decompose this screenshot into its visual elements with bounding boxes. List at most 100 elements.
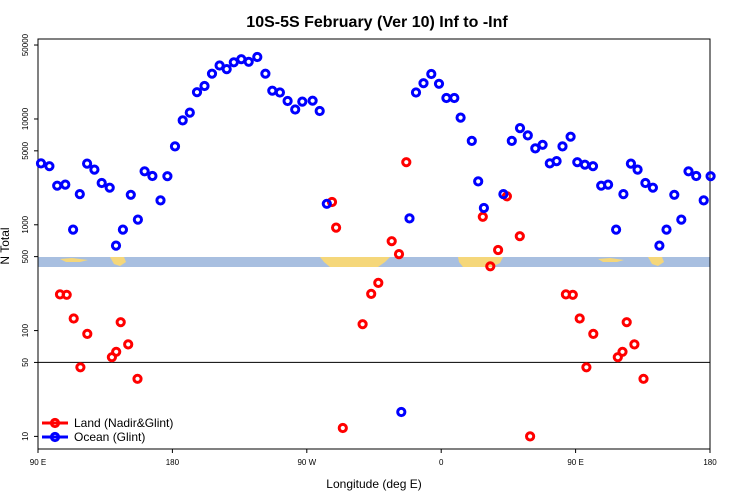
legend-land-label: Land (Nadir&Glint) [74, 416, 173, 430]
legend-land-swatch-marker [49, 417, 61, 429]
land-point [373, 277, 384, 288]
land-point [525, 431, 536, 442]
ocean-point [455, 112, 466, 123]
ocean-point [96, 177, 107, 189]
ocean-point [147, 170, 158, 182]
ocean-point [473, 176, 484, 187]
ocean-point [603, 179, 614, 190]
ocean-point [611, 224, 622, 235]
ocean-point [647, 182, 659, 193]
map-land-australia-east [648, 257, 664, 266]
ocean-point [466, 135, 477, 146]
land-point [514, 231, 525, 242]
map-land-indonesia-west [60, 258, 88, 262]
ocean-point [530, 143, 541, 154]
land-point [581, 362, 592, 373]
ocean-point [418, 78, 429, 89]
ocean-point [199, 80, 210, 92]
ocean-point [321, 198, 332, 209]
ocean-point [267, 85, 278, 96]
ocean-point [506, 135, 517, 146]
ocean-point [177, 115, 188, 126]
ocean-point [260, 68, 271, 79]
ocean-point [162, 171, 173, 182]
x-axis-label: Longitude (deg E) [326, 477, 421, 491]
ocean-point [551, 156, 562, 167]
land-point [574, 313, 585, 324]
ocean-point [252, 51, 263, 63]
land-point [357, 319, 368, 330]
ocean-point [110, 240, 122, 251]
ocean-point [557, 141, 568, 152]
ocean-point [410, 87, 422, 98]
land-point [629, 339, 640, 350]
ocean-point [404, 213, 415, 224]
ocean-point [82, 158, 93, 169]
world-map-strip [38, 257, 710, 267]
legend-ocean-label: Ocean (Glint) [74, 430, 145, 444]
land-point [485, 261, 496, 272]
ocean-point [52, 180, 63, 191]
ocean-point [314, 105, 325, 117]
ocean-point [396, 406, 407, 418]
land-point [588, 328, 599, 339]
map-land-australia-west [110, 257, 126, 266]
ocean-point [587, 161, 599, 172]
land-point [61, 289, 72, 300]
land-point [386, 236, 397, 247]
land-point [337, 422, 348, 434]
ocean-point [74, 189, 85, 200]
ocean-point [68, 224, 79, 235]
x-tick-label: 90 E [567, 458, 583, 467]
land-point [401, 157, 412, 168]
ocean-point [35, 158, 47, 169]
ocean-point [243, 56, 254, 67]
land-point [621, 317, 632, 328]
plot-frame [37, 38, 711, 450]
land-point [75, 362, 86, 373]
y-axis-label: N Total [0, 227, 12, 264]
ocean-point [478, 202, 489, 214]
land-point [68, 313, 79, 324]
land-point [331, 222, 342, 233]
x-tick-label: 180 [703, 458, 717, 467]
land-point [123, 339, 134, 350]
ocean-point [191, 87, 203, 98]
x-tick-label: 90 E [30, 458, 46, 467]
ocean-point [282, 95, 293, 107]
ocean-point [117, 224, 129, 235]
y-tick-label: 50000 [21, 33, 30, 56]
y-tick-label: 100 [21, 323, 30, 337]
land-point [567, 289, 578, 300]
ocean-point [676, 214, 687, 225]
land-point [111, 346, 122, 357]
ocean-point [683, 166, 694, 177]
ocean-point [625, 158, 637, 169]
ocean-point [441, 92, 452, 104]
ocean-point [498, 189, 509, 200]
ocean-point [640, 177, 651, 189]
ocean-point [632, 164, 643, 175]
ocean-point [661, 224, 672, 235]
ocean-point [449, 92, 460, 104]
ocean-point [522, 130, 533, 141]
y-tick-label: 1000 [21, 215, 30, 233]
y-tick-label: 10000 [21, 107, 30, 130]
y-tick-label: 500 [21, 249, 30, 263]
ocean-point [139, 166, 150, 177]
ocean-point [565, 131, 576, 142]
ocean-point [307, 95, 318, 106]
ocean-point [297, 96, 308, 107]
map-land-indonesia-east [598, 258, 624, 262]
y-tick-label: 50 [21, 357, 30, 366]
land-point [393, 249, 405, 260]
map-land-south-america [320, 257, 390, 267]
x-tick-label: 180 [166, 458, 180, 467]
ocean-point [618, 189, 629, 200]
land-point [132, 373, 143, 384]
x-axis: 90 E 180 90 W 0 90 E 180 [30, 449, 717, 467]
data-points [35, 51, 716, 442]
y-axis: 10 50 100 500 1000 5000 10000 50000 [21, 33, 38, 441]
ocean-point [537, 139, 548, 150]
ocean-point [221, 64, 232, 75]
